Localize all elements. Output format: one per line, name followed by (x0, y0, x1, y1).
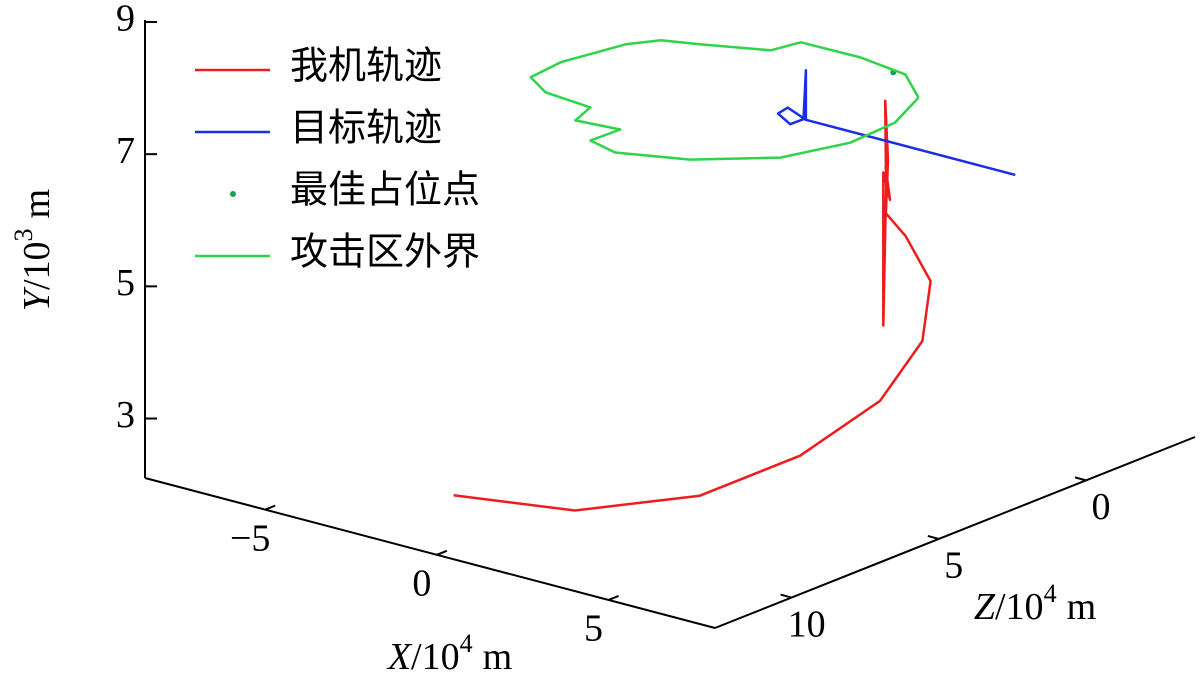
x-axis (144, 477, 716, 629)
legend-label: 最佳占位点 (290, 170, 480, 212)
legend-marker (230, 191, 236, 197)
x-tick-label: 5 (584, 608, 603, 650)
x-tick (264, 504, 276, 511)
z-tick-label: 5 (944, 545, 963, 587)
z-axis (714, 436, 1196, 629)
z-tick-label: 10 (788, 603, 826, 645)
y-tick-label: 3 (116, 394, 135, 436)
x-tick-label: −5 (230, 517, 270, 559)
trajectory (776, 68, 1016, 177)
x-axis-label: X/104 m (386, 629, 512, 678)
y-tick-label: 7 (116, 130, 135, 172)
x-tick (436, 549, 448, 556)
y-axis-label: Y/103m (9, 189, 58, 311)
legend-label: 我机轨迹 (290, 46, 442, 88)
legend-label: 目标轨迹 (290, 108, 442, 150)
z-tick (780, 593, 792, 599)
x-tick (608, 595, 619, 601)
z-axis-label: Z/104 m (974, 579, 1096, 628)
z-tick-label: 0 (1092, 486, 1111, 528)
legend-label: 攻击区外界 (290, 232, 480, 274)
z-tick (1074, 476, 1087, 482)
trajectory (529, 39, 920, 161)
trajectory (453, 99, 932, 512)
z-tick (927, 534, 940, 540)
x-tick-label: 0 (412, 563, 431, 605)
y-tick-label: 5 (116, 262, 135, 304)
y-tick-label: 9 (116, 0, 135, 40)
